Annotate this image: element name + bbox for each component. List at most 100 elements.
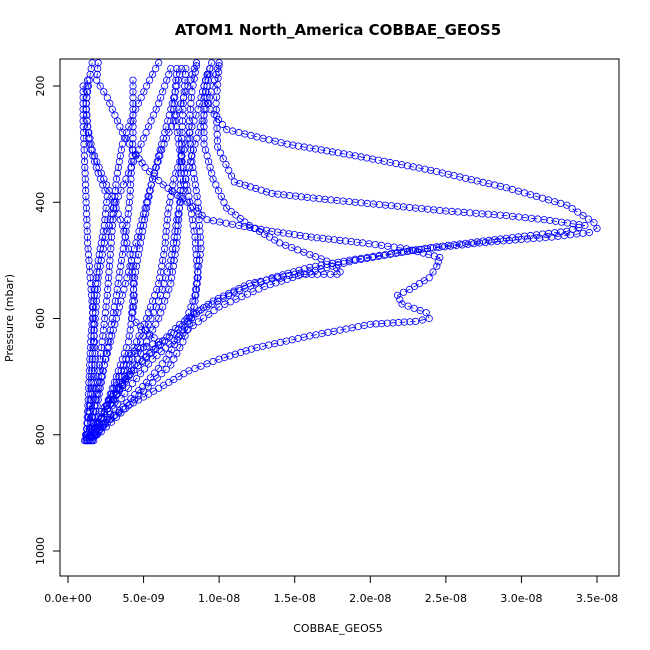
data-point xyxy=(175,204,183,212)
data-point xyxy=(411,317,420,325)
data-point xyxy=(311,266,320,275)
data-point xyxy=(85,384,93,392)
data-point xyxy=(309,194,317,202)
data-point xyxy=(118,221,127,230)
data-point xyxy=(552,217,560,225)
data-point xyxy=(276,338,284,346)
data-point xyxy=(82,198,90,206)
data-point xyxy=(103,419,111,427)
data-point xyxy=(210,306,218,315)
data-point xyxy=(396,295,404,304)
data-point xyxy=(114,400,122,408)
data-point xyxy=(274,190,282,198)
data-point xyxy=(177,152,185,160)
data-point xyxy=(102,181,111,189)
data-point xyxy=(508,185,517,194)
data-point xyxy=(152,320,160,328)
data-point xyxy=(208,169,216,177)
data-point xyxy=(236,214,244,223)
data-point xyxy=(143,314,151,323)
data-point xyxy=(87,65,95,73)
data-point xyxy=(174,221,182,230)
data-point xyxy=(274,274,282,282)
data-point xyxy=(242,347,250,355)
data-point xyxy=(575,221,583,229)
data-point xyxy=(160,251,168,259)
data-point xyxy=(165,128,173,137)
data-point xyxy=(230,178,238,186)
data-point xyxy=(98,338,106,346)
data-point xyxy=(129,297,137,305)
data-point xyxy=(147,117,155,125)
data-point xyxy=(179,99,187,108)
data-point xyxy=(108,227,116,235)
data-point xyxy=(398,161,406,169)
data-point xyxy=(380,251,388,260)
data-point xyxy=(124,367,132,375)
data-point xyxy=(91,349,99,357)
data-point xyxy=(99,227,107,235)
data-point xyxy=(165,333,173,341)
data-point xyxy=(520,189,529,197)
data-point xyxy=(89,378,97,386)
data-point xyxy=(201,94,209,102)
data-point xyxy=(170,233,178,241)
data-point xyxy=(88,297,96,305)
data-point xyxy=(171,324,180,333)
data-point xyxy=(340,150,348,158)
data-point xyxy=(223,204,231,212)
data-point xyxy=(195,262,203,270)
data-point xyxy=(142,210,150,218)
data-point xyxy=(163,333,171,341)
data-point xyxy=(191,364,199,373)
series-12 xyxy=(88,59,201,445)
data-point xyxy=(175,216,183,224)
data-point xyxy=(317,146,325,154)
data-point xyxy=(120,367,128,375)
data-point xyxy=(88,390,96,398)
data-point xyxy=(94,256,102,264)
series-line xyxy=(87,68,199,441)
y-tick-label: 600 xyxy=(34,308,47,329)
data-point xyxy=(438,242,446,250)
data-point xyxy=(178,134,186,142)
data-point xyxy=(87,431,95,439)
x-axis-label: COBBAE_GEOS5 xyxy=(293,622,383,635)
data-point xyxy=(324,328,332,336)
data-point xyxy=(132,105,140,113)
series-17 xyxy=(79,82,99,445)
data-point xyxy=(170,99,178,108)
data-point xyxy=(168,274,176,282)
data-point xyxy=(311,262,320,270)
data-point xyxy=(171,251,179,259)
data-point xyxy=(413,248,422,256)
data-point xyxy=(546,216,554,225)
series-line xyxy=(85,68,182,441)
data-point xyxy=(110,204,118,212)
data-point xyxy=(177,158,185,166)
data-point xyxy=(186,105,194,113)
data-point xyxy=(86,70,94,79)
data-point xyxy=(363,154,371,162)
data-point xyxy=(106,99,114,108)
data-point xyxy=(127,314,136,323)
data-point xyxy=(135,386,143,395)
data-point xyxy=(257,186,265,194)
data-point xyxy=(86,343,95,352)
data-point xyxy=(200,128,208,137)
data-point xyxy=(177,169,185,177)
data-point xyxy=(80,146,88,154)
data-point xyxy=(87,285,95,293)
data-point xyxy=(294,246,302,254)
data-point xyxy=(415,246,423,254)
data-point xyxy=(195,210,203,218)
data-point xyxy=(169,262,177,270)
data-point xyxy=(237,348,245,357)
data-point xyxy=(135,391,143,400)
data-point xyxy=(308,270,316,278)
data-point xyxy=(129,99,137,108)
data-point xyxy=(116,152,125,160)
data-point xyxy=(197,245,205,253)
data-point xyxy=(149,326,157,334)
data-point xyxy=(323,147,331,155)
